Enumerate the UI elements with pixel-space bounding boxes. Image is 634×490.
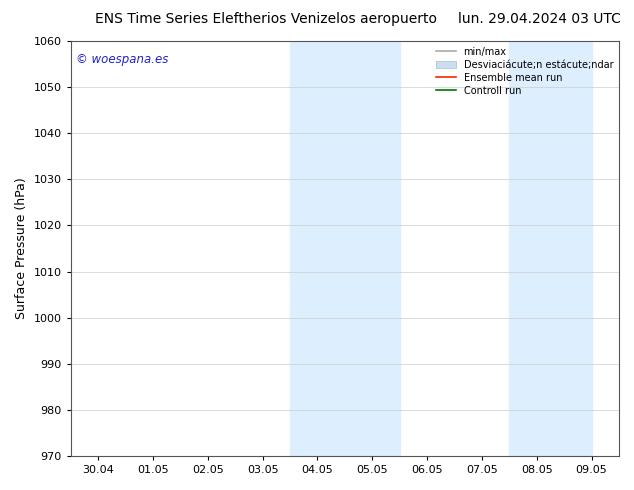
Bar (509, 41, 592, 456)
Text: lun. 29.04.2024 03 UTC: lun. 29.04.2024 03 UTC (458, 12, 621, 26)
Text: ENS Time Series Eleftherios Venizelos aeropuerto: ENS Time Series Eleftherios Venizelos ae… (95, 12, 437, 26)
Text: © woespana.es: © woespana.es (76, 53, 169, 67)
Y-axis label: Surface Pressure (hPa): Surface Pressure (hPa) (15, 178, 28, 319)
Bar (290, 41, 399, 456)
Legend: min/max, Desviaciácute;n estácute;ndar, Ensemble mean run, Controll run: min/max, Desviaciácute;n estácute;ndar, … (432, 43, 617, 99)
